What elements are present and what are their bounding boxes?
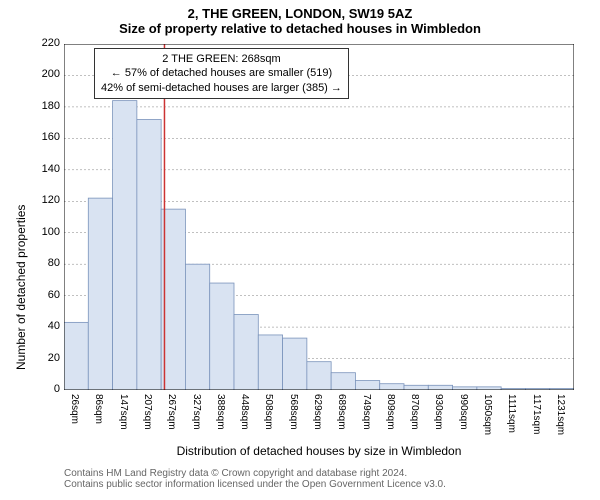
x-tick-label: 1171sqm <box>531 394 542 434</box>
y-tick-label: 20 <box>30 352 60 364</box>
x-tick-label: 870sqm <box>409 394 420 430</box>
x-tick-label: 147sqm <box>118 394 129 430</box>
chart-container: 2, THE GREEN, LONDON, SW19 5AZ Size of p… <box>0 0 600 500</box>
histogram-bar <box>210 283 234 390</box>
y-tick-label: 80 <box>30 257 60 269</box>
supertitle: 2, THE GREEN, LONDON, SW19 5AZ <box>0 0 600 21</box>
y-tick-label: 120 <box>30 194 60 206</box>
histogram-bar <box>64 322 88 390</box>
x-tick-label: 568sqm <box>288 394 299 430</box>
x-axis-label: Distribution of detached houses by size … <box>64 444 574 458</box>
title: Size of property relative to detached ho… <box>0 21 600 40</box>
y-tick-label: 200 <box>30 68 60 80</box>
x-tick-label: 1111sqm <box>506 394 517 433</box>
histogram-bar <box>307 362 331 390</box>
histogram-bar <box>113 101 137 390</box>
x-tick-label: 448sqm <box>239 394 250 430</box>
y-tick-label: 60 <box>30 289 60 301</box>
x-tick-label: 689sqm <box>336 394 347 430</box>
x-tick-label: 508sqm <box>263 394 274 430</box>
histogram-bar <box>404 385 428 390</box>
histogram-bar <box>258 335 282 390</box>
y-tick-label: 40 <box>30 320 60 332</box>
y-tick-label: 180 <box>30 100 60 112</box>
histogram-bar <box>234 315 258 390</box>
y-tick-label: 0 <box>30 383 60 395</box>
histogram-bar <box>137 119 161 390</box>
x-tick-label: 749sqm <box>361 394 372 430</box>
histogram-bar <box>355 381 379 390</box>
annotation-line-3: 42% of semi-detached houses are larger (… <box>101 81 342 95</box>
footnote: Contains HM Land Registry data © Crown c… <box>64 468 446 490</box>
x-tick-label: 267sqm <box>166 394 177 430</box>
annotation-box: 2 THE GREEN: 268sqm ← 57% of detached ho… <box>94 48 349 99</box>
x-tick-label: 327sqm <box>191 394 202 430</box>
x-tick-label: 1231sqm <box>555 394 566 435</box>
annotation-line-2: ← 57% of detached houses are smaller (51… <box>101 66 342 80</box>
x-tick-label: 86sqm <box>93 394 104 424</box>
histogram-bar <box>185 264 209 390</box>
histogram-bar <box>428 385 452 390</box>
x-tick-label: 990sqm <box>458 394 469 430</box>
y-tick-label: 140 <box>30 163 60 175</box>
footnote-line-1: Contains HM Land Registry data © Crown c… <box>64 468 407 479</box>
annotation-line-1: 2 THE GREEN: 268sqm <box>101 52 342 66</box>
y-tick-label: 160 <box>30 131 60 143</box>
histogram-bar <box>88 198 112 390</box>
histogram-bar <box>380 384 404 390</box>
x-tick-label: 629sqm <box>312 394 323 430</box>
histogram-bar <box>283 338 307 390</box>
x-tick-label: 207sqm <box>142 394 153 430</box>
x-tick-label: 1050sqm <box>482 394 493 435</box>
x-tick-label: 809sqm <box>385 394 396 430</box>
y-tick-label: 220 <box>30 37 60 49</box>
x-tick-label: 388sqm <box>215 394 226 430</box>
x-tick-label: 26sqm <box>69 394 80 424</box>
footnote-line-2: Contains public sector information licen… <box>64 479 446 490</box>
y-axis-label: Number of detached properties <box>14 205 28 370</box>
histogram-bar <box>331 373 355 390</box>
x-tick-label: 930sqm <box>433 394 444 430</box>
y-tick-label: 100 <box>30 226 60 238</box>
